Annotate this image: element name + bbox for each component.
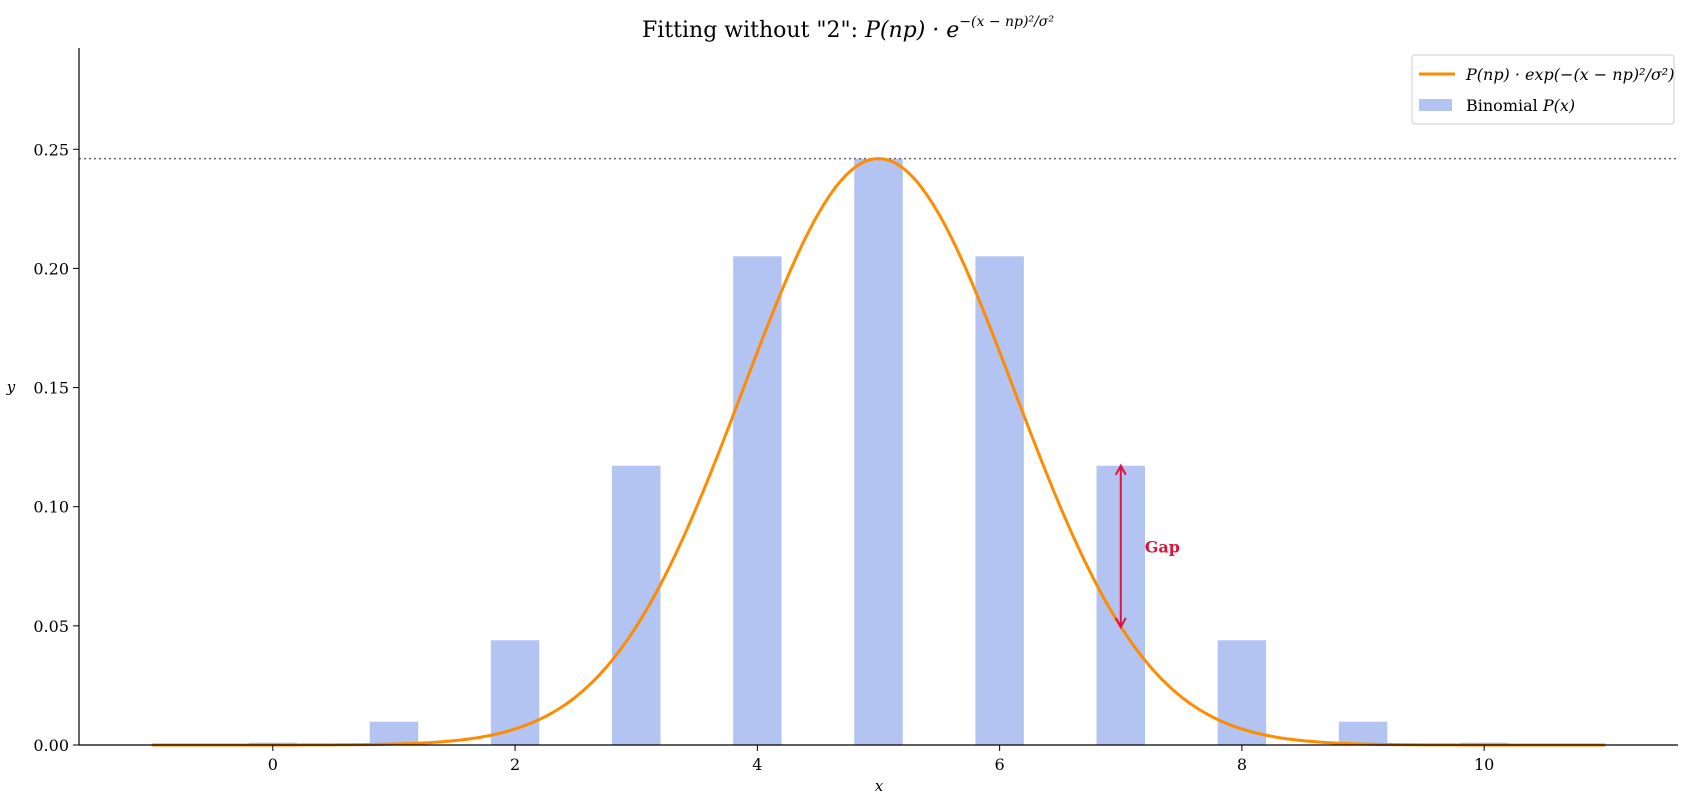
- bar: [612, 465, 661, 745]
- x-tick-label: 2: [510, 755, 520, 774]
- y-tick-label: 0.05: [33, 617, 69, 636]
- gap-label: Gap: [1145, 537, 1180, 556]
- bar: [854, 158, 903, 746]
- x-axis-label: x: [875, 777, 884, 795]
- x-ticks: 0 2 4 6 8 10: [268, 745, 1494, 774]
- legend-bar-swatch: [1419, 99, 1452, 111]
- y-tick-label: 0.00: [33, 736, 69, 755]
- x-tick-label: 4: [752, 755, 762, 774]
- legend-bar-label: Binomial P(x): [1466, 96, 1575, 115]
- legend-curve-label: P(np) · exp(−(x − np)²/σ²): [1465, 65, 1674, 84]
- bars-layer: [248, 158, 1509, 746]
- x-tick-label: 6: [995, 755, 1005, 774]
- y-tick-label: 0.25: [33, 140, 69, 159]
- bar: [733, 256, 782, 745]
- bar: [1338, 721, 1388, 745]
- y-tick-label: 0.10: [33, 498, 69, 517]
- legend: P(np) · exp(−(x − np)²/σ²) Binomial P(x): [1411, 54, 1675, 125]
- axes: [78, 48, 1678, 746]
- x-tick-label: 0: [268, 755, 278, 774]
- gap-arrow-head-top: [1114, 463, 1127, 476]
- legend-box: [1411, 54, 1675, 125]
- y-axis-label: y: [6, 378, 16, 396]
- bar: [975, 256, 1024, 745]
- x-tick-label: 8: [1237, 755, 1247, 774]
- y-tick-label: 0.20: [33, 259, 69, 278]
- gap-annotation: Gap: [1114, 463, 1180, 630]
- bar: [369, 721, 419, 745]
- x-tick-label: 10: [1474, 755, 1494, 774]
- chart-title: Fitting without "2": P(np) · e−(x − np)²…: [642, 14, 1054, 43]
- gap-arrow-head-bottom: [1114, 617, 1127, 630]
- fitted-curve: [151, 157, 1606, 747]
- y-ticks: 0.00 0.05 0.10 0.15 0.20 0.25: [33, 140, 79, 755]
- y-tick-label: 0.15: [33, 379, 69, 398]
